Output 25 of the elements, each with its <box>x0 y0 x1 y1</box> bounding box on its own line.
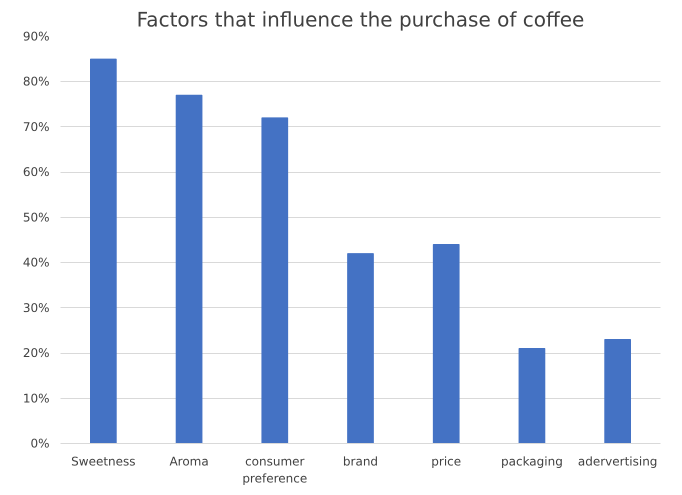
x-tick-label: packaging <box>501 454 563 468</box>
y-tick-label: 20% <box>22 346 50 360</box>
y-tick-label: 90% <box>22 30 50 44</box>
y-tick-label: 30% <box>22 300 50 315</box>
y-tick-label: 80% <box>22 74 50 89</box>
bar <box>432 244 460 444</box>
y-tick-label: 40% <box>22 256 50 270</box>
bar <box>90 58 117 444</box>
x-tick-label: Aroma <box>169 454 209 468</box>
y-tick-label: 60% <box>22 165 50 180</box>
bar <box>176 94 202 444</box>
y-tick-label: 70% <box>22 120 50 134</box>
chart-title: Factors that influence the purchase of coffee <box>136 8 584 32</box>
bar <box>347 253 374 444</box>
x-tick-label: brand <box>342 454 378 468</box>
x-tick-label: Sweetness <box>71 454 136 468</box>
bar <box>518 348 546 444</box>
x-tick-label: adervertising <box>578 454 658 468</box>
x-tick-label: price <box>431 454 462 468</box>
y-tick-label: 50% <box>22 210 50 224</box>
bar <box>604 338 631 444</box>
bar <box>261 117 288 444</box>
x-tick-label: consumer preference <box>242 454 308 486</box>
y-tick-label: 0% <box>30 436 50 450</box>
y-tick-label: 10% <box>22 391 50 406</box>
